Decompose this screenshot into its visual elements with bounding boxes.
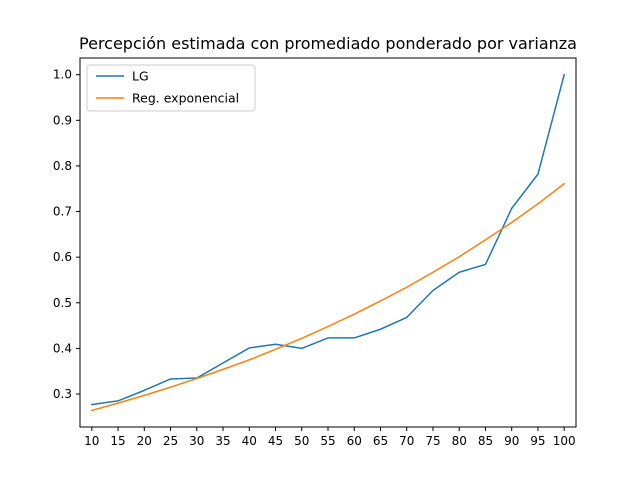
x-tick-label: 100 [553,434,576,448]
x-tick-label: 75 [425,434,440,448]
y-tick-label: 0.6 [53,250,72,264]
series-line-2 [90,182,566,412]
legend-box [86,64,256,112]
x-tick-label: 45 [268,434,283,448]
legend-label-1: LG [132,69,149,84]
x-tick-label: 70 [399,434,414,448]
y-tick-label: 0.7 [53,205,72,219]
x-tick-label: 80 [452,434,467,448]
x-tick-label: 55 [320,434,335,448]
x-tick-label: 35 [215,434,230,448]
x-tick-label: 50 [294,434,309,448]
x-tick-label: 95 [530,434,545,448]
x-tick-label: 15 [110,434,125,448]
chart-title: Percepción estimada con promediado ponde… [79,34,577,53]
x-tick-label: 40 [242,434,257,448]
legend-label-2: Reg. exponencial [132,91,239,106]
y-tick-label: 0.3 [53,387,72,401]
x-tick-label: 60 [347,434,362,448]
y-tick-label: 0.8 [53,159,72,173]
y-tick-label: 0.5 [53,296,72,310]
y-axis: 0.3 0.4 0.5 0.6 0.7 0.8 0.9 1.0 [53,68,80,401]
y-tick-label: 0.4 [53,341,72,355]
x-axis: 10 15 20 25 30 35 40 45 50 55 60 65 70 75 80 85 90 95 100 [84,427,576,448]
x-tick-label: 25 [163,434,178,448]
y-tick-label: 0.9 [53,113,72,127]
x-tick-label: 10 [84,434,99,448]
legend: LG Reg. exponencial [86,64,256,112]
series-line-1 [90,73,566,406]
series-layer [90,73,566,412]
x-tick-label: 65 [373,434,388,448]
x-tick-label: 30 [189,434,204,448]
x-tick-label: 20 [137,434,152,448]
x-tick-label: 90 [504,434,519,448]
y-tick-label: 1.0 [53,68,72,82]
x-tick-label: 85 [478,434,493,448]
